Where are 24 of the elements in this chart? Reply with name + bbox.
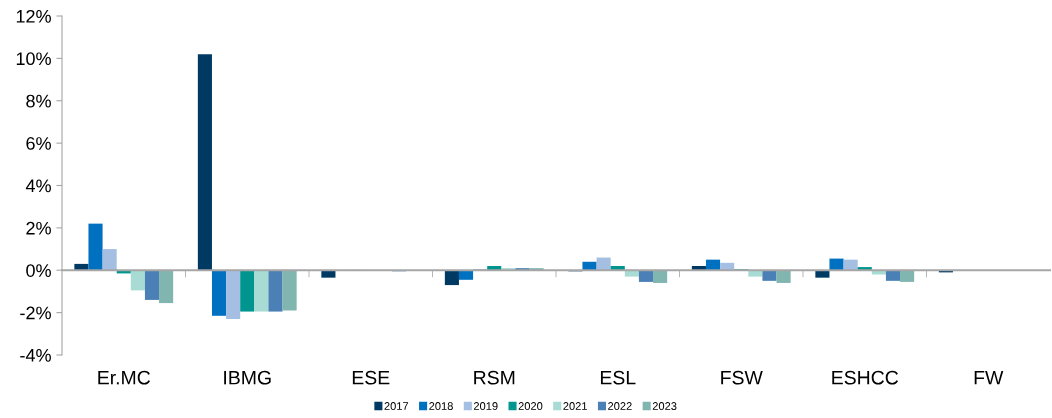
x-tick-label: IBMG xyxy=(224,370,271,385)
legend-label: 2017 xyxy=(384,402,409,410)
legend-label: 2023 xyxy=(652,402,677,410)
y-tick-label: 0% xyxy=(26,264,51,277)
x-tick-label: ESL xyxy=(600,370,636,385)
x-tick-label: ESHCC xyxy=(832,370,899,385)
x-tick-label: FSW xyxy=(721,370,763,385)
y-tick-label: -2% xyxy=(20,306,51,320)
y-tick-label: 2% xyxy=(26,221,51,235)
legend-label: 2019 xyxy=(473,402,498,410)
legend-label: 2021 xyxy=(563,402,587,410)
y-tick-label: 8% xyxy=(26,94,51,108)
y-tick-label: -4% xyxy=(20,349,51,362)
x-tick-label: ESE xyxy=(352,370,390,385)
legend-label: 2022 xyxy=(608,402,632,410)
x-tick-label: RSM xyxy=(474,370,515,385)
y-tick-label: 6% xyxy=(26,137,51,150)
legend-label: 2018 xyxy=(429,402,453,410)
y-tick-label: 4% xyxy=(25,179,51,193)
x-tick-label: Er.MC xyxy=(98,370,151,385)
legend-label: 2020 xyxy=(518,402,543,410)
x-tick-label: FW xyxy=(974,370,1004,385)
y-tick-label: 12% xyxy=(16,9,51,23)
y-tick-label: 10% xyxy=(16,52,51,66)
